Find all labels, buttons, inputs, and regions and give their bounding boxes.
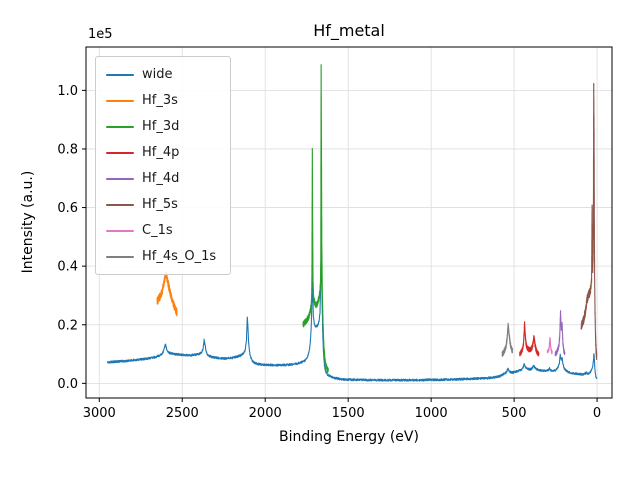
series-Hf_3s	[156, 271, 178, 317]
legend-item-Hf_4d: Hf_4d	[106, 169, 216, 188]
axes-spines	[85, 46, 613, 399]
y-tick-label: 1.0	[57, 84, 78, 99]
legend-item-C_1s: C_1s	[106, 221, 216, 240]
chart-title: Hf_metal	[313, 21, 385, 40]
x-axis-label: Binding Energy (eV)	[279, 429, 419, 445]
y-tick-label: 0.0	[57, 377, 78, 392]
legend-line-sample	[106, 73, 134, 76]
y-tick-label: 0.8	[57, 142, 78, 157]
x-tick-label: 3000	[83, 406, 116, 421]
legend-line-sample	[106, 203, 134, 206]
legend-label: wide	[142, 67, 173, 82]
legend-label: Hf_4p	[142, 145, 180, 160]
legend-item-Hf_5s: Hf_5s	[106, 195, 216, 214]
x-tick-label: 1500	[332, 406, 365, 421]
legend-line-sample	[106, 255, 134, 258]
y-axis-offset-label: 1e5	[88, 27, 113, 42]
y-tick-label: 0.4	[57, 260, 78, 275]
legend-line-sample	[106, 229, 134, 232]
legend-line-sample	[106, 99, 134, 102]
legend-item-Hf_4s_O_1s: Hf_4s_O_1s	[106, 247, 216, 266]
series-Hf_4d	[554, 310, 566, 357]
legend: wide Hf_3s Hf_3d Hf_4p Hf_4d Hf_5s C_1s Hf_4s_O…	[95, 56, 232, 275]
series-Hf_3d	[302, 64, 329, 373]
series-Hf_5s	[580, 82, 598, 361]
y-tick-label: 0.6	[57, 201, 78, 216]
legend-label: Hf_3d	[142, 119, 180, 134]
x-tick-label: 500	[502, 406, 527, 421]
legend-label: Hf_4s_O_1s	[142, 249, 217, 264]
series-Hf_4p	[519, 321, 540, 357]
legend-line-sample	[106, 177, 134, 180]
legend-label: C_1s	[142, 223, 173, 238]
series-wide	[107, 241, 598, 382]
legend-item-Hf_4p: Hf_4p	[106, 143, 216, 162]
legend-label: Hf_4d	[142, 171, 180, 186]
legend-line-sample	[106, 125, 134, 128]
x-tick-label: 2500	[166, 406, 199, 421]
x-tick-label: 1000	[415, 406, 448, 421]
series-group	[107, 64, 598, 382]
legend-item-Hf_3s: Hf_3s	[106, 91, 216, 110]
x-tick-label: 0	[593, 406, 601, 421]
x-tick-label: 2000	[249, 406, 282, 421]
legend-label: Hf_3s	[142, 93, 178, 108]
y-axis-label: Intensity (a.u.)	[20, 170, 36, 274]
series-C_1s	[546, 337, 553, 355]
series-Hf_4s_O_1s	[501, 322, 513, 357]
legend-line-sample	[106, 151, 134, 154]
legend-label: Hf_5s	[142, 197, 178, 212]
tick-marks	[82, 89, 598, 402]
y-tick-label: 0.2	[57, 318, 78, 333]
legend-item-wide: wide	[106, 65, 216, 84]
legend-item-Hf_3d: Hf_3d	[106, 117, 216, 136]
tick-labels: 3000 2500 2000 1500 1000 500 0 0.0 0.2 0.4 0.6 0.8 1…	[57, 84, 601, 421]
